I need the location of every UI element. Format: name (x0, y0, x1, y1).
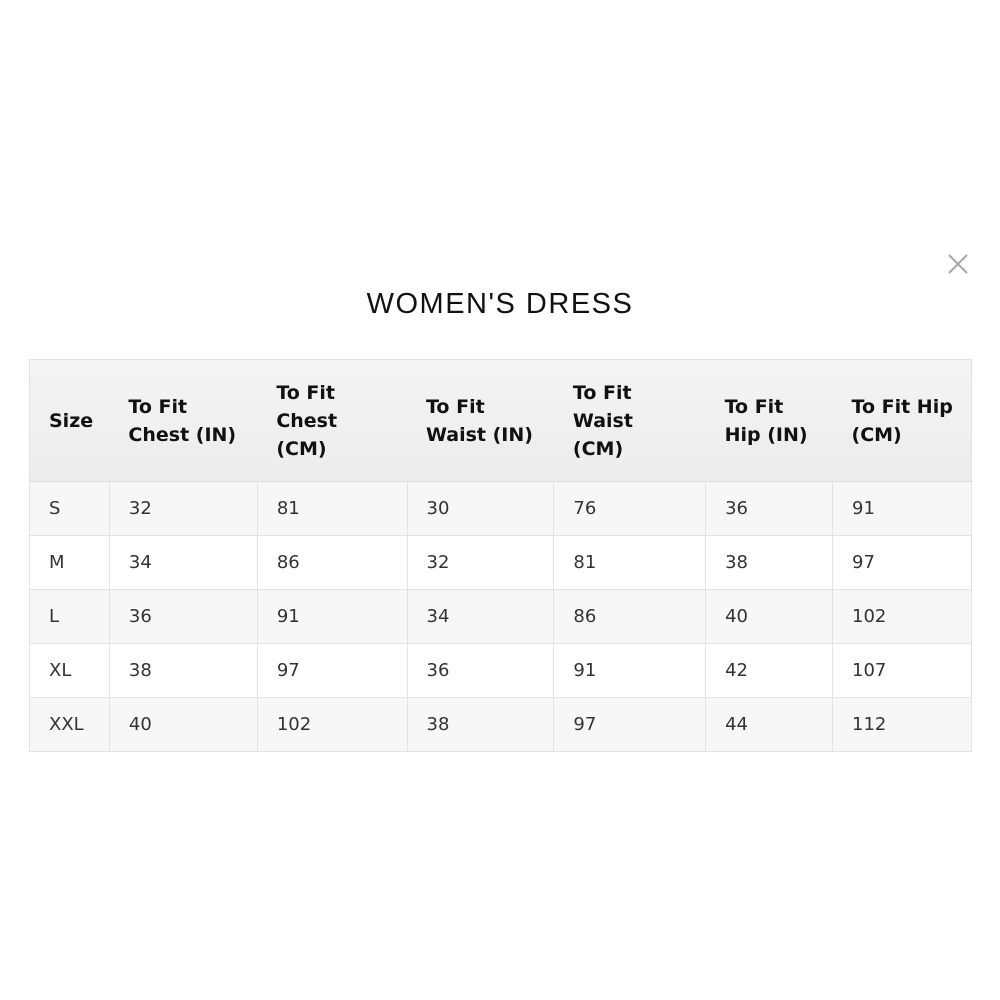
measurement-cell: 86 (553, 589, 707, 644)
column-header: To Fit Hip (CM) (832, 359, 972, 482)
size-cell: XXL (29, 697, 110, 752)
measurement-cell: 44 (705, 697, 834, 752)
column-header: To Fit Waist (IN) (407, 359, 554, 482)
size-cell: XL (29, 643, 110, 698)
measurement-cell: 91 (553, 643, 707, 698)
measurement-cell: 91 (256, 589, 408, 644)
table-row: XXL 40 102 38 97 44 112 (29, 697, 972, 752)
column-header-text: To Fit Waist (CM) (572, 381, 633, 460)
measurement-cell: 107 (832, 643, 972, 698)
measurement-cell: 91 (832, 481, 972, 536)
measurement-cell: 81 (553, 535, 707, 590)
measurement-cell: 36 (108, 589, 258, 644)
measurement-cell: 34 (108, 535, 258, 590)
header-row: Size To Fit Chest (IN) To Fit Chest (CM) To… (29, 359, 972, 482)
table-row: XL 38 97 36 91 42 107 (29, 643, 972, 698)
measurement-cell: 38 (406, 697, 555, 752)
measurement-cell: 86 (256, 535, 408, 590)
modal-title: WOMEN'S DRESS (366, 288, 634, 320)
column-header: To Fit Waist (CM) (553, 359, 706, 482)
measurement-cell: 34 (406, 589, 555, 644)
table-row: M 34 86 32 81 38 97 (29, 535, 972, 590)
measurement-cell: 81 (256, 481, 408, 536)
measurement-cell: 40 (108, 697, 258, 752)
measurement-cell: 40 (705, 589, 834, 644)
measurement-cell: 97 (553, 697, 707, 752)
measurement-cell: 36 (406, 643, 555, 698)
measurement-cell: 102 (832, 589, 972, 644)
column-header-text: To Fit Chest (CM) (276, 381, 338, 460)
column-header: Size (29, 359, 110, 482)
size-chart-table: Size To Fit Chest (IN) To Fit Chest (CM) To… (29, 359, 972, 752)
measurement-cell: 38 (705, 535, 834, 590)
close-button[interactable] (946, 252, 970, 276)
column-header-text: To Fit Hip (CM) (851, 395, 953, 446)
size-cell: L (29, 589, 110, 644)
measurement-cell: 38 (108, 643, 258, 698)
table-row: L 36 91 34 86 40 102 (29, 589, 972, 644)
column-header-text: To Fit Hip (IN) (724, 395, 808, 446)
column-header: To Fit Chest (IN) (109, 359, 258, 482)
measurement-cell: 112 (832, 697, 972, 752)
measurement-cell: 42 (705, 643, 834, 698)
size-cell: M (29, 535, 110, 590)
measurement-cell: 97 (832, 535, 972, 590)
column-header: To Fit Chest (CM) (257, 359, 407, 482)
measurement-cell: 30 (406, 481, 555, 536)
column-header-text: To Fit Chest (IN) (128, 395, 237, 446)
table-row: S 32 81 30 76 36 91 (29, 481, 972, 536)
measurement-cell: 76 (553, 481, 707, 536)
measurement-cell: 102 (256, 697, 408, 752)
measurement-cell: 97 (256, 643, 408, 698)
measurement-cell: 36 (705, 481, 834, 536)
column-header: To Fit Hip (IN) (705, 359, 833, 482)
column-header-text: To Fit Waist (IN) (426, 395, 533, 446)
close-icon (948, 254, 968, 274)
size-cell: S (29, 481, 110, 536)
measurement-cell: 32 (406, 535, 555, 590)
measurement-cell: 32 (108, 481, 258, 536)
